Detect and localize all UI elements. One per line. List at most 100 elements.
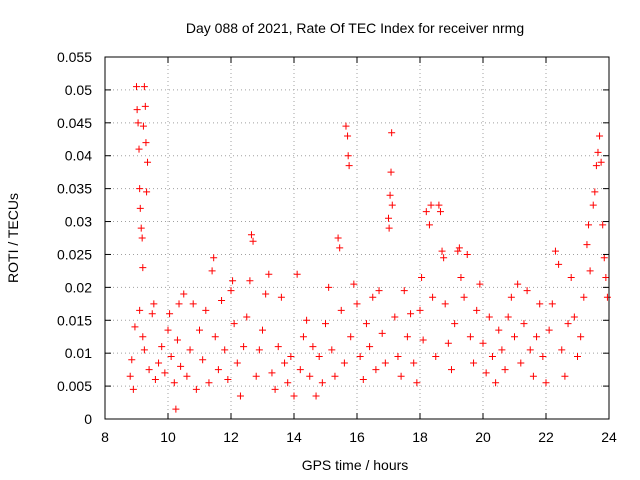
data-point (345, 162, 353, 170)
data-point (520, 320, 528, 328)
data-points (126, 83, 611, 413)
data-point (208, 267, 216, 275)
data-point (577, 333, 585, 341)
data-point (322, 320, 329, 328)
data-point (372, 366, 380, 374)
data-point (385, 224, 393, 232)
data-point (470, 359, 478, 367)
data-point (151, 376, 159, 384)
data-point (218, 297, 226, 305)
data-point (410, 359, 418, 367)
data-point (425, 221, 433, 229)
x-tick-label: 16 (349, 429, 365, 445)
data-point (221, 346, 229, 354)
data-point (591, 188, 599, 196)
data-point (281, 359, 289, 367)
data-point (526, 346, 534, 354)
data-point (315, 352, 323, 360)
data-point (271, 385, 279, 393)
data-point (138, 234, 146, 242)
data-point (199, 356, 207, 364)
data-point (140, 83, 148, 91)
data-point (134, 119, 142, 127)
data-point (136, 204, 144, 212)
data-point (416, 306, 424, 314)
data-point (397, 372, 405, 380)
data-point (353, 300, 361, 308)
data-point (236, 392, 244, 400)
data-point (539, 352, 547, 360)
y-tick-label: 0.05 (65, 82, 92, 98)
data-point (142, 139, 150, 147)
data-point (344, 132, 352, 140)
data-point (183, 372, 191, 380)
data-point (600, 254, 608, 262)
data-point (394, 352, 402, 360)
data-point (455, 244, 463, 252)
data-point (438, 247, 446, 255)
data-point (306, 372, 314, 380)
data-point (427, 201, 435, 209)
data-point (265, 270, 273, 278)
data-point (586, 267, 594, 275)
data-point (347, 333, 355, 341)
x-tick-label: 18 (412, 429, 428, 445)
data-point (602, 273, 610, 281)
data-point (597, 158, 605, 166)
y-tick-label: 0.045 (57, 115, 92, 131)
data-point (485, 313, 493, 321)
data-point (413, 379, 421, 387)
x-tick-label: 20 (475, 429, 491, 445)
data-point (227, 287, 235, 295)
data-point (148, 310, 156, 318)
data-point (403, 333, 411, 341)
data-point (387, 168, 395, 176)
data-point (441, 300, 449, 308)
data-point (211, 333, 219, 341)
data-point (385, 214, 392, 222)
data-point (161, 369, 169, 377)
y-tick-label: 0.04 (65, 148, 92, 164)
data-point (139, 264, 147, 272)
data-point (277, 293, 285, 301)
data-point (196, 326, 203, 334)
data-point (144, 158, 152, 166)
data-point (240, 343, 248, 351)
data-point (457, 273, 465, 281)
data-point (233, 359, 241, 367)
data-point (155, 359, 163, 367)
data-point (580, 293, 588, 301)
data-point (551, 247, 559, 255)
y-axis-ticks: 0 0.005 0.01 0.015 0.02 0.025 0.03 0.035 0.04 0.0… (57, 49, 609, 427)
data-point (325, 283, 333, 291)
data-point (303, 316, 311, 324)
data-point (585, 221, 593, 229)
data-point (224, 376, 232, 384)
data-point (463, 250, 471, 258)
data-point (287, 352, 295, 360)
data-point (312, 392, 320, 400)
data-point (567, 273, 575, 281)
x-tick-label: 22 (538, 429, 554, 445)
data-point (444, 339, 452, 347)
data-point (214, 366, 222, 374)
data-point (603, 293, 611, 301)
data-point (274, 343, 282, 351)
y-tick-label: 0.03 (65, 214, 92, 230)
data-point (558, 346, 566, 354)
data-point (583, 241, 591, 249)
data-point (164, 326, 172, 334)
y-tick-label: 0.025 (57, 246, 92, 262)
data-point (309, 343, 317, 351)
data-point (259, 326, 266, 334)
data-point (504, 313, 512, 321)
y-axis-label: ROTI / TECUs (5, 193, 21, 283)
data-point (175, 300, 183, 308)
data-point (542, 379, 550, 387)
data-point (205, 379, 213, 387)
data-point (545, 326, 553, 334)
data-point (533, 333, 541, 341)
data-point (210, 254, 218, 262)
data-point (419, 336, 427, 344)
data-point (145, 366, 153, 374)
